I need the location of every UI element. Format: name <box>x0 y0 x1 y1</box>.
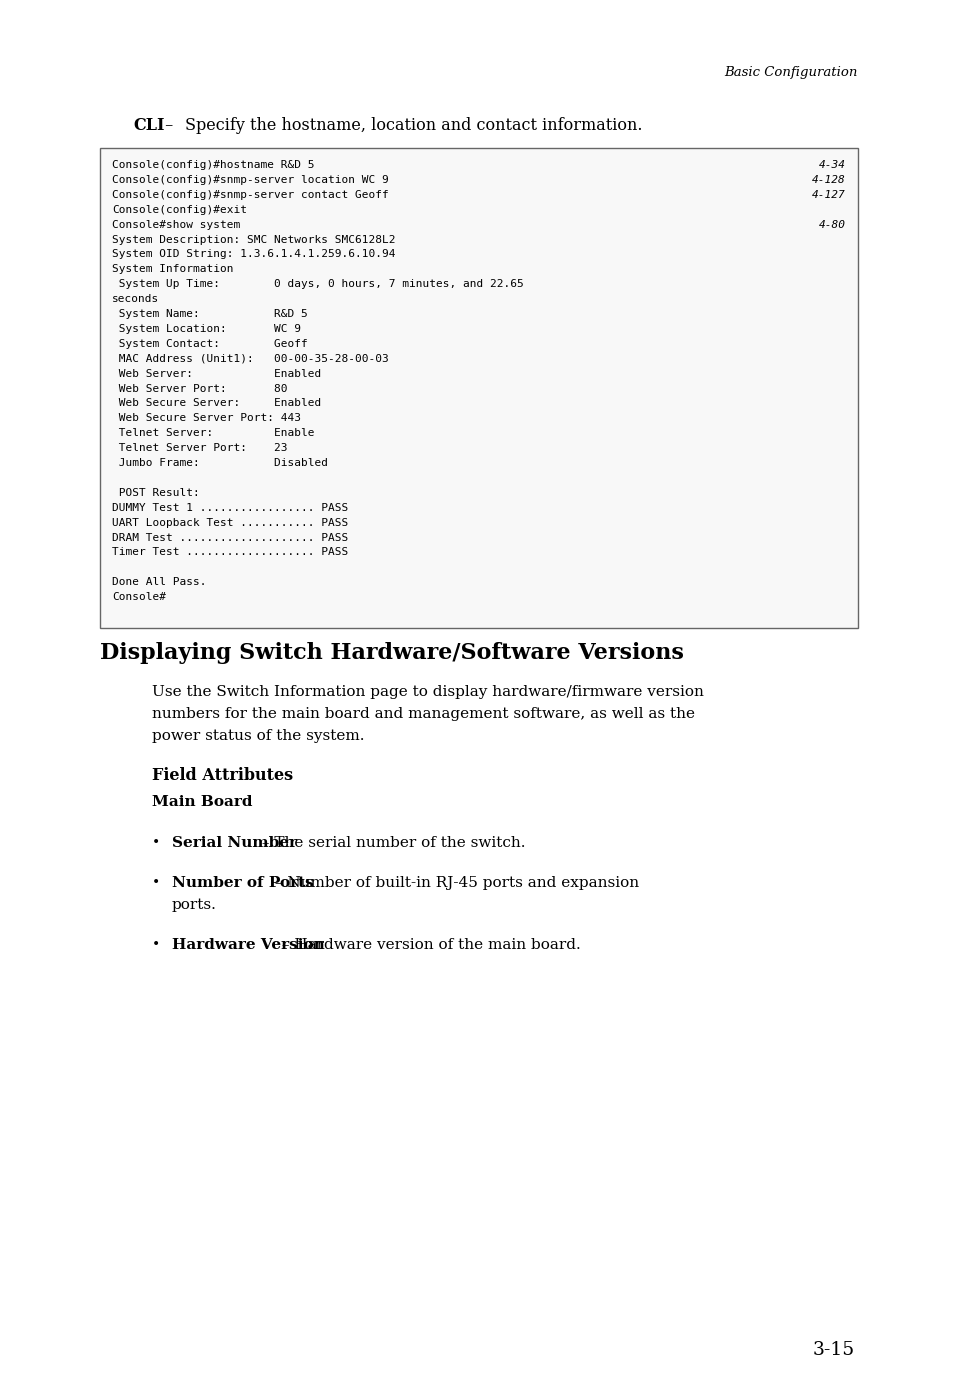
Text: Console(config)#snmp-server location WC 9: Console(config)#snmp-server location WC … <box>112 175 388 185</box>
Text: System Contact:        Geoff: System Contact: Geoff <box>112 339 308 348</box>
Text: –: – <box>160 117 178 133</box>
Text: Console#show system: Console#show system <box>112 219 240 229</box>
Text: UART Loopback Test ........... PASS: UART Loopback Test ........... PASS <box>112 518 348 527</box>
Text: Jumbo Frame:           Disabled: Jumbo Frame: Disabled <box>112 458 328 468</box>
Text: DRAM Test .................... PASS: DRAM Test .................... PASS <box>112 533 348 543</box>
Text: Basic Configuration: Basic Configuration <box>724 65 857 79</box>
Text: Console#: Console# <box>112 593 166 602</box>
Text: Console(config)#hostname R&D 5: Console(config)#hostname R&D 5 <box>112 160 314 169</box>
Text: Web Server:            Enabled: Web Server: Enabled <box>112 369 321 379</box>
Text: DUMMY Test 1 ................. PASS: DUMMY Test 1 ................. PASS <box>112 502 348 512</box>
Text: Main Board: Main Board <box>152 795 253 809</box>
Text: Console(config)#snmp-server contact Geoff: Console(config)#snmp-server contact Geof… <box>112 190 388 200</box>
Text: seconds: seconds <box>112 294 159 304</box>
Text: System Information: System Information <box>112 264 233 275</box>
Text: Specify the hostname, location and contact information.: Specify the hostname, location and conta… <box>185 117 641 133</box>
Text: – Hardware version of the main board.: – Hardware version of the main board. <box>276 938 580 952</box>
Text: Field Attributes: Field Attributes <box>152 766 293 783</box>
Text: ports.: ports. <box>172 898 216 912</box>
Text: 4-80: 4-80 <box>818 219 845 229</box>
Text: Web Server Port:       80: Web Server Port: 80 <box>112 383 287 394</box>
Text: Web Secure Server:     Enabled: Web Secure Server: Enabled <box>112 398 321 408</box>
Text: Number of Ports: Number of Ports <box>172 876 314 890</box>
Text: Console(config)#exit: Console(config)#exit <box>112 204 247 215</box>
Text: 4-34: 4-34 <box>818 160 845 169</box>
Text: Telnet Server:         Enable: Telnet Server: Enable <box>112 429 314 439</box>
Text: System OID String: 1.3.6.1.4.1.259.6.10.94: System OID String: 1.3.6.1.4.1.259.6.10.… <box>112 250 395 260</box>
Text: Hardware Version: Hardware Version <box>172 938 324 952</box>
Text: 3-15: 3-15 <box>812 1341 854 1359</box>
Text: System Name:           R&D 5: System Name: R&D 5 <box>112 310 308 319</box>
Text: numbers for the main board and management software, as well as the: numbers for the main board and managemen… <box>152 706 695 720</box>
Text: 4-128: 4-128 <box>811 175 845 185</box>
Bar <box>100 149 857 627</box>
Text: Timer Test ................... PASS: Timer Test ................... PASS <box>112 547 348 558</box>
Text: •: • <box>152 876 160 890</box>
Text: – The serial number of the switch.: – The serial number of the switch. <box>257 836 525 849</box>
Text: – Number of built-in RJ-45 ports and expansion: – Number of built-in RJ-45 ports and exp… <box>270 876 639 890</box>
Text: 4-127: 4-127 <box>811 190 845 200</box>
Text: Telnet Server Port:    23: Telnet Server Port: 23 <box>112 443 287 452</box>
Text: Web Secure Server Port: 443: Web Secure Server Port: 443 <box>112 414 301 423</box>
Text: •: • <box>152 836 160 849</box>
Text: Use the Switch Information page to display hardware/firmware version: Use the Switch Information page to displ… <box>152 686 703 700</box>
Text: MAC Address (Unit1):   00-00-35-28-00-03: MAC Address (Unit1): 00-00-35-28-00-03 <box>112 354 388 364</box>
Text: System Description: SMC Networks SMC6128L2: System Description: SMC Networks SMC6128… <box>112 235 395 244</box>
Text: •: • <box>152 938 160 952</box>
Text: Done All Pass.: Done All Pass. <box>112 577 206 587</box>
Text: Serial Number: Serial Number <box>172 836 296 849</box>
Text: power status of the system.: power status of the system. <box>152 729 364 743</box>
Text: System Location:       WC 9: System Location: WC 9 <box>112 323 301 335</box>
Text: CLI: CLI <box>132 117 164 133</box>
Text: POST Result:: POST Result: <box>112 487 199 498</box>
Text: System Up Time:        0 days, 0 hours, 7 minutes, and 22.65: System Up Time: 0 days, 0 hours, 7 minut… <box>112 279 523 289</box>
Text: Displaying Switch Hardware/Software Versions: Displaying Switch Hardware/Software Vers… <box>100 643 683 663</box>
